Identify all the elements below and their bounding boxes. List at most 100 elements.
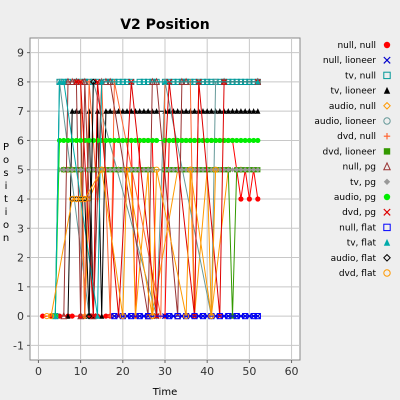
data-point — [115, 137, 122, 144]
legend-label: audio, flat — [331, 254, 377, 264]
data-point — [229, 108, 236, 114]
data-point — [69, 195, 76, 203]
data-point — [229, 167, 236, 173]
legend-marker — [383, 41, 391, 49]
data-point — [217, 167, 223, 173]
data-point — [119, 312, 126, 320]
legend-marker — [383, 56, 391, 64]
data-point — [250, 108, 257, 114]
y-tick-label: 5 — [17, 164, 24, 177]
data-point — [137, 137, 143, 144]
legend-label: audio, null — [329, 102, 376, 112]
legend-marker — [383, 148, 391, 155]
data-point — [255, 137, 261, 144]
y-tick-label: 3 — [17, 222, 24, 235]
data-point — [43, 312, 50, 320]
data-point — [111, 137, 117, 144]
data-point — [77, 195, 84, 203]
data-point — [225, 312, 232, 320]
data-point — [149, 167, 155, 173]
data-point — [246, 167, 252, 173]
data-point — [120, 108, 126, 114]
legend-item: null, pg — [342, 161, 391, 173]
legend-marker — [383, 178, 391, 185]
data-point — [73, 108, 80, 114]
data-point — [200, 167, 206, 173]
data-point — [111, 167, 117, 173]
data-point — [128, 137, 134, 144]
legend-label: dvd, pg — [342, 208, 376, 218]
x-tick-label: 40 — [200, 365, 214, 378]
data-point — [141, 137, 147, 144]
data-point — [242, 108, 248, 114]
legend-item: dvd, flat — [339, 269, 391, 279]
legend-item: tv, null — [345, 71, 391, 81]
y-tick-label: -1 — [13, 339, 24, 352]
legend-item: tv, pg — [350, 178, 391, 188]
legend-item: null, flat — [339, 223, 391, 233]
data-point — [69, 313, 75, 319]
legend-item: dvd, lioneer — [323, 147, 391, 157]
legend-marker — [383, 101, 391, 110]
data-point — [61, 78, 67, 85]
data-point — [73, 137, 80, 144]
data-point — [182, 312, 190, 320]
legend-label: null, pg — [342, 163, 376, 173]
data-point — [145, 108, 151, 114]
y-tick-label: 9 — [17, 47, 24, 60]
data-point — [153, 137, 160, 144]
y-tick-label: 0 — [17, 310, 24, 323]
x-tick-label: 10 — [74, 365, 88, 378]
legend-label: audio, lioneer — [314, 117, 376, 127]
series-15 — [43, 166, 219, 320]
data-point — [191, 312, 198, 320]
y-tick-label: 7 — [17, 105, 24, 118]
data-point — [208, 167, 215, 173]
legend-marker — [383, 193, 391, 201]
data-point — [187, 137, 193, 144]
data-point — [120, 137, 126, 144]
data-point — [65, 137, 71, 144]
data-point — [99, 78, 105, 85]
data-point — [103, 167, 109, 173]
data-point — [153, 166, 160, 173]
data-point — [238, 108, 244, 114]
data-point — [191, 167, 198, 173]
data-point — [107, 167, 113, 173]
data-point — [191, 108, 198, 114]
x-axis-label: Time — [152, 387, 177, 398]
legend-item: audio, null — [329, 101, 391, 112]
legend-item: null, lioneer — [323, 56, 391, 66]
data-point — [246, 137, 252, 144]
data-point — [183, 108, 189, 114]
legend-marker — [383, 161, 391, 171]
data-point — [47, 312, 55, 320]
data-point — [175, 108, 181, 114]
data-point — [94, 78, 101, 85]
legend-marker — [383, 71, 391, 80]
data-point — [73, 195, 80, 203]
legend-item: null, null — [337, 41, 391, 51]
x-tick-label: 0 — [35, 365, 42, 378]
data-point — [77, 78, 84, 85]
series-3 — [65, 108, 261, 319]
data-point — [78, 167, 84, 173]
data-point — [242, 312, 249, 320]
data-point — [89, 78, 97, 86]
data-point — [170, 137, 177, 144]
legend-item: tv, flat — [347, 238, 391, 249]
data-point — [170, 167, 177, 173]
data-point — [255, 108, 261, 114]
chart-title: V2 Position — [120, 17, 210, 33]
legend-label: dvd, flat — [339, 269, 377, 279]
legend-marker — [383, 238, 391, 246]
data-point — [65, 312, 71, 319]
data-point — [238, 137, 244, 144]
data-point — [145, 312, 152, 320]
data-point — [162, 167, 168, 173]
data-point — [255, 78, 261, 85]
data-point — [183, 137, 189, 144]
data-point — [246, 196, 252, 202]
